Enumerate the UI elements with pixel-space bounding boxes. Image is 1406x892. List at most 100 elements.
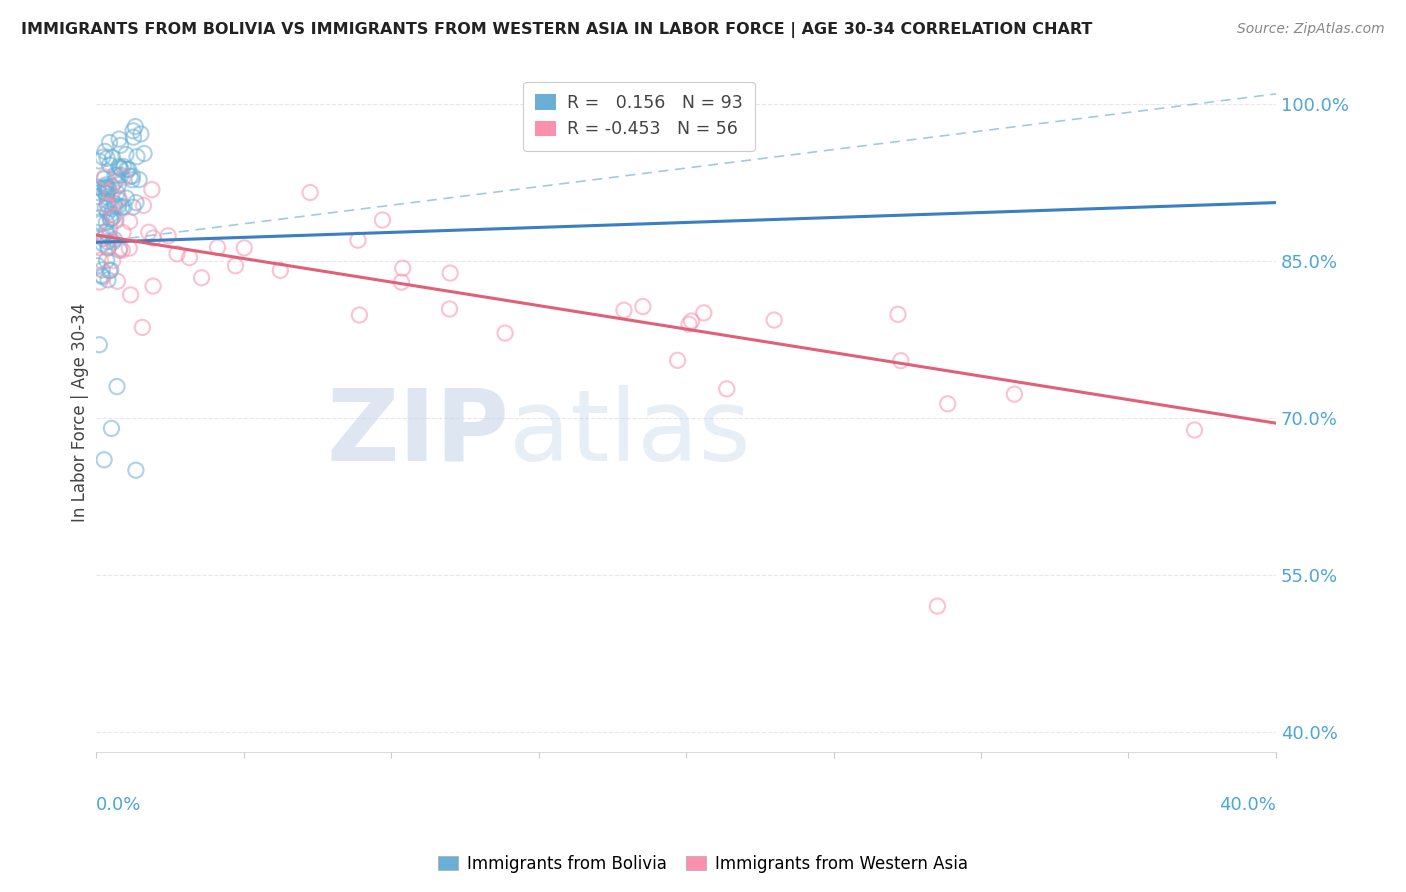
Point xyxy=(763,313,786,327)
Point xyxy=(631,300,654,314)
Point xyxy=(100,212,122,227)
Point xyxy=(391,275,413,289)
Point xyxy=(108,194,131,208)
Point xyxy=(90,181,112,195)
Point xyxy=(98,158,121,172)
Point xyxy=(98,263,121,277)
Point xyxy=(94,179,117,194)
Point xyxy=(93,452,115,467)
Point xyxy=(166,247,188,261)
Point xyxy=(121,173,143,187)
Point xyxy=(233,241,256,255)
Point xyxy=(108,243,131,257)
Point xyxy=(108,159,131,173)
Point xyxy=(96,235,118,249)
Point xyxy=(97,205,120,219)
Point xyxy=(97,181,120,195)
Point xyxy=(138,225,160,239)
Point xyxy=(225,259,247,273)
Point xyxy=(207,240,229,254)
Point xyxy=(89,253,111,268)
Point xyxy=(103,235,125,249)
Point xyxy=(122,200,145,214)
Point xyxy=(94,186,117,200)
Text: ZIP: ZIP xyxy=(326,384,509,482)
Text: 0.0%: 0.0% xyxy=(96,796,142,814)
Point xyxy=(681,314,703,328)
Point xyxy=(104,213,127,227)
Point xyxy=(105,379,128,393)
Point xyxy=(91,236,114,251)
Point xyxy=(371,213,394,227)
Point xyxy=(104,196,127,211)
Point xyxy=(107,274,129,288)
Point xyxy=(87,153,110,168)
Point xyxy=(96,197,118,211)
Text: 40.0%: 40.0% xyxy=(1219,796,1277,814)
Point xyxy=(132,198,155,212)
Point xyxy=(110,168,132,182)
Point xyxy=(111,201,134,215)
Point xyxy=(104,168,127,182)
Point xyxy=(125,463,148,477)
Point xyxy=(97,183,120,197)
Point xyxy=(494,326,516,340)
Text: IMMIGRANTS FROM BOLIVIA VS IMMIGRANTS FROM WESTERN ASIA IN LABOR FORCE | AGE 30-: IMMIGRANTS FROM BOLIVIA VS IMMIGRANTS FR… xyxy=(21,22,1092,38)
Point xyxy=(157,228,180,243)
Point xyxy=(391,261,413,276)
Point xyxy=(115,191,138,205)
Point xyxy=(108,132,131,146)
Point xyxy=(96,152,118,166)
Point xyxy=(111,244,134,258)
Point xyxy=(89,217,111,231)
Point xyxy=(89,241,111,255)
Text: atlas: atlas xyxy=(509,384,751,482)
Point xyxy=(190,270,212,285)
Point xyxy=(890,353,912,368)
Point xyxy=(117,162,139,177)
Point xyxy=(101,151,124,165)
Point xyxy=(693,306,716,320)
Point xyxy=(108,161,131,175)
Point xyxy=(122,130,145,145)
Point xyxy=(96,180,118,194)
Point xyxy=(89,338,111,352)
Point xyxy=(94,145,117,159)
Point xyxy=(107,178,129,192)
Legend: R =   0.156   N = 93, R = -0.453   N = 56: R = 0.156 N = 93, R = -0.453 N = 56 xyxy=(523,82,755,151)
Point xyxy=(98,136,121,150)
Point xyxy=(101,211,124,225)
Point xyxy=(349,308,371,322)
Point xyxy=(98,222,121,236)
Point xyxy=(1002,387,1025,401)
Point xyxy=(97,241,120,255)
Point xyxy=(94,169,117,184)
Point xyxy=(299,186,322,200)
Point xyxy=(107,199,129,213)
Point xyxy=(936,397,959,411)
Point xyxy=(91,269,114,284)
Point xyxy=(110,138,132,153)
Point xyxy=(887,307,910,321)
Point xyxy=(96,253,118,268)
Point xyxy=(110,161,132,176)
Point xyxy=(115,162,138,177)
Point xyxy=(103,210,125,224)
Point xyxy=(97,194,120,209)
Point xyxy=(87,180,110,194)
Point xyxy=(103,233,125,247)
Point xyxy=(91,263,114,277)
Point xyxy=(122,124,145,138)
Point xyxy=(120,288,142,302)
Point xyxy=(94,181,117,195)
Point xyxy=(101,253,124,268)
Point xyxy=(89,275,111,289)
Point xyxy=(128,172,150,186)
Point xyxy=(142,231,165,245)
Point xyxy=(93,172,115,186)
Point xyxy=(1184,423,1206,437)
Point xyxy=(131,320,153,334)
Point xyxy=(112,160,135,174)
Point xyxy=(108,191,131,205)
Point xyxy=(100,186,122,200)
